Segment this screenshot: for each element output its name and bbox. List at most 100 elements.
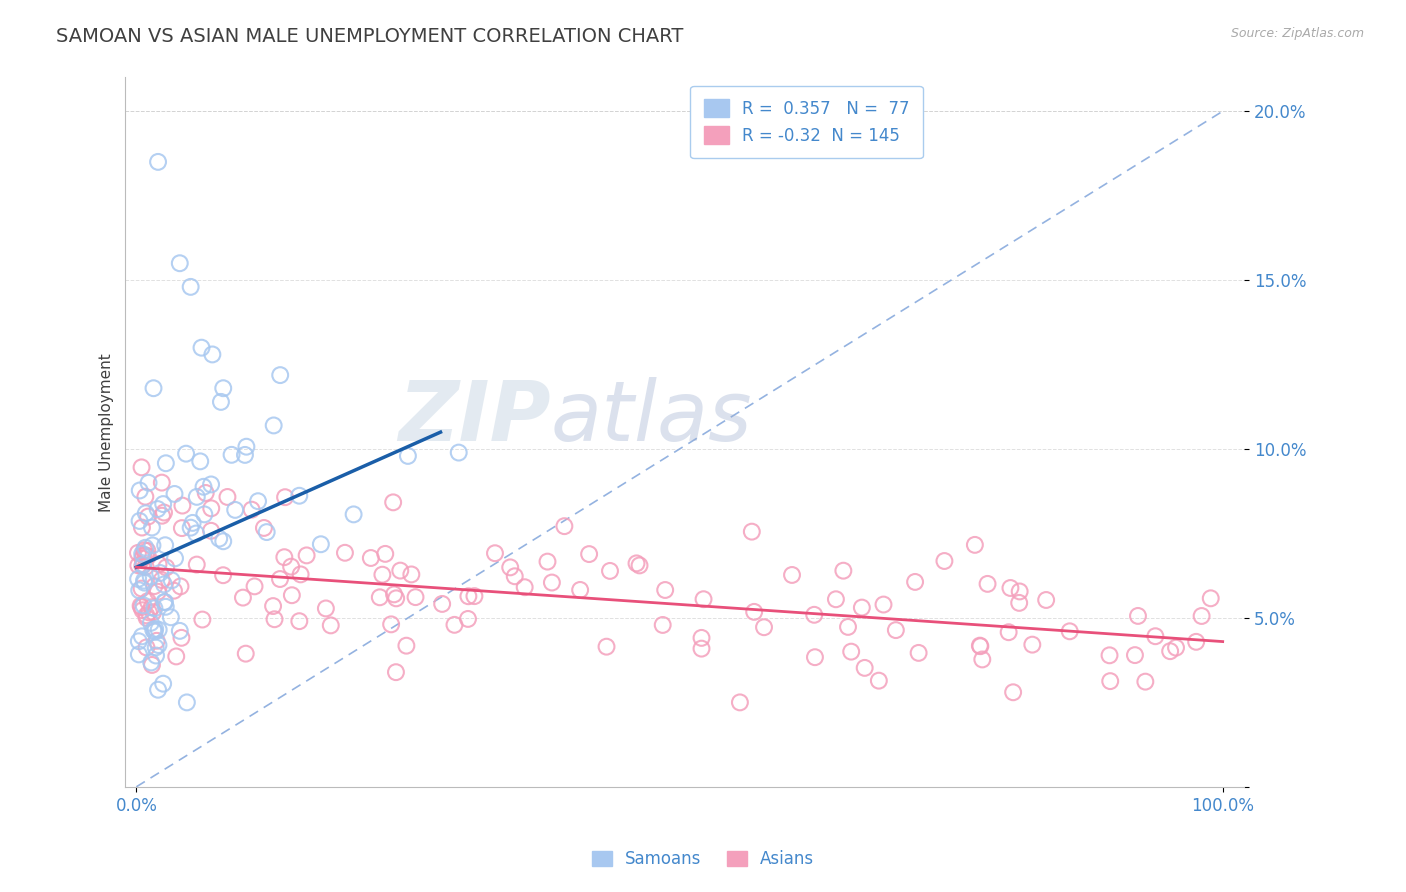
Point [148,623,170,637]
Point [569,582,592,597]
Point [837,620,859,634]
Point [139,569,162,583]
Point [1144,629,1167,643]
Point [269,572,291,586]
Point [134,541,156,555]
Point [690,641,713,656]
Point [193,508,215,522]
Point [132,549,155,563]
Point [146,682,169,697]
Point [153,538,176,552]
Point [128,634,150,648]
Point [169,256,191,270]
Point [280,559,302,574]
Point [553,519,575,533]
Point [263,612,285,626]
Point [153,595,176,609]
Point [780,568,803,582]
Point [599,564,621,578]
Point [150,475,173,490]
Point [868,673,890,688]
Point [148,557,170,571]
Point [541,575,564,590]
Point [1021,638,1043,652]
Point [131,600,153,615]
Point [152,676,174,690]
Point [200,477,222,491]
Point [235,647,257,661]
Point [430,597,453,611]
Point [172,499,194,513]
Point [360,551,382,566]
Point [654,582,676,597]
Point [135,608,157,623]
Point [131,547,153,561]
Point [153,577,176,591]
Point [262,599,284,613]
Point [233,448,256,462]
Point [160,574,183,588]
Point [155,456,177,470]
Point [153,595,176,609]
Point [136,544,159,558]
Point [396,449,419,463]
Point [139,615,162,630]
Point [972,652,994,666]
Point [1159,644,1181,658]
Point [208,532,231,546]
Point [138,606,160,620]
Point [131,603,153,617]
Point [135,611,157,625]
Point [374,547,396,561]
Point [969,639,991,653]
Point [143,624,166,639]
Point [825,592,848,607]
Point [290,567,312,582]
Point [904,574,927,589]
Point [333,546,356,560]
Point [221,448,243,462]
Point [186,558,208,572]
Point [128,483,150,498]
Point [963,538,986,552]
Point [193,480,215,494]
Text: SAMOAN VS ASIAN MALE UNEMPLOYMENT CORRELATION CHART: SAMOAN VS ASIAN MALE UNEMPLOYMENT CORREL… [56,27,683,45]
Point [536,555,558,569]
Point [385,591,408,606]
Point [136,509,159,524]
Point [503,569,526,583]
Point [804,650,827,665]
Point [240,502,263,516]
Point [651,618,673,632]
Point [281,588,304,602]
Point [142,605,165,619]
Point [176,695,198,709]
Point [309,537,332,551]
Point [1164,640,1187,655]
Point [141,538,163,552]
Point [152,497,174,511]
Point [295,549,318,563]
Point [134,543,156,558]
Point [169,579,191,593]
Point [595,640,617,654]
Point [457,589,479,603]
Point [1199,591,1222,606]
Point [141,520,163,534]
Point [315,601,337,615]
Point [1123,648,1146,662]
Point [128,514,150,528]
Point [803,607,825,622]
Point [188,454,211,468]
Point [839,645,862,659]
Point [457,612,479,626]
Point [142,381,165,395]
Point [851,600,873,615]
Point [170,521,193,535]
Point [832,564,855,578]
Point [170,631,193,645]
Point [143,601,166,615]
Point [200,501,222,516]
Point [578,547,600,561]
Point [142,623,165,637]
